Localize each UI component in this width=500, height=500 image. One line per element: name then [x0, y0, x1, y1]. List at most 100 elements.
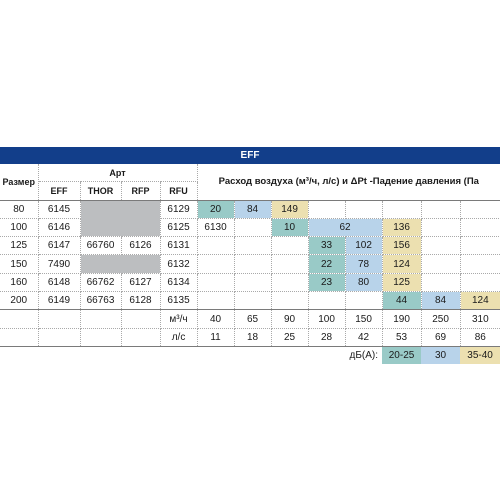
- empty-cell: [80, 309, 122, 329]
- noise-label: дБ(А):: [349, 350, 379, 362]
- empty-cell: [197, 273, 235, 293]
- table-row: 100 6146 6125 6130 10 62 136: [0, 218, 500, 238]
- empty-cell: [382, 200, 422, 219]
- eff-cell: 6145: [38, 200, 81, 219]
- noise-level: 35-40: [460, 346, 500, 365]
- size-cell: 125: [0, 236, 39, 256]
- noise-level: 20-25: [382, 346, 422, 365]
- table-row: 150 7490 6132 22 78 124: [0, 254, 500, 274]
- flow-m3h-cell: 40: [197, 309, 235, 329]
- empty-cell: [197, 291, 235, 311]
- empty-cell: [121, 309, 161, 329]
- pressure-cell: 23: [308, 273, 346, 293]
- empty-cell: [271, 273, 309, 293]
- empty-cell: [421, 273, 461, 293]
- empty-cell: [308, 346, 345, 364]
- empty-cell: [345, 291, 383, 311]
- pressure-cell: 124: [460, 291, 500, 311]
- empty-cell: [38, 328, 81, 347]
- art-col-rfp: RFP: [121, 181, 161, 201]
- thor-cell: 66762: [80, 273, 122, 293]
- empty-cell: [271, 346, 308, 364]
- rfp-cell: 6126: [121, 236, 161, 256]
- empty-cell: [80, 328, 122, 347]
- art-col-rfu: RFU: [160, 181, 198, 201]
- empty-cell: [421, 236, 461, 256]
- eff-cell: 6148: [38, 273, 81, 293]
- empty-cell: [308, 291, 346, 311]
- pressure-cell: 156: [382, 236, 422, 256]
- flow-m3h-cell: 100: [308, 309, 346, 329]
- pressure-cell: 124: [382, 254, 422, 274]
- flow-header: Расход воздуха (м³/ч, л/с) и ΔPt -Падени…: [197, 164, 500, 201]
- flow-ls-cell: 18: [234, 328, 272, 347]
- pressure-cell: 125: [382, 273, 422, 293]
- thor-cell: 66763: [80, 291, 122, 311]
- flow-ls-cell: 28: [308, 328, 346, 347]
- pressure-cell: 84: [234, 200, 272, 219]
- noise-level: 30: [421, 346, 461, 365]
- eff-cell: 6149: [38, 291, 81, 311]
- art-header: Арт: [38, 164, 198, 183]
- pressure-cell: 102: [345, 236, 383, 256]
- empty-cell: [197, 254, 235, 274]
- m3h-unit-label: м³/ч: [160, 309, 198, 329]
- header-row-2: EFF THOR RFP RFU: [0, 181, 500, 201]
- empty-cell: [460, 254, 500, 274]
- size-cell: 100: [0, 218, 39, 238]
- pressure-cell: 44: [382, 291, 422, 311]
- empty-cell: [0, 346, 38, 364]
- empty-cell: [271, 236, 309, 256]
- table-row: 125 6147 66760 6126 6131 33 102 156: [0, 236, 500, 256]
- flow-m3h-cell: 65: [234, 309, 272, 329]
- rfu-cell: 6135: [160, 291, 198, 311]
- table-title-bar: EFF: [0, 147, 500, 164]
- eff-cell: 6147: [38, 236, 81, 256]
- rfu-cell: 6129: [160, 200, 198, 219]
- flow-ls-cell: 53: [382, 328, 422, 347]
- flow-m3h-cell: 250: [421, 309, 461, 329]
- airflow-table: Размер Арт Расход воздуха (м³/ч, л/с) и …: [0, 164, 500, 365]
- eff-cell: 6146: [38, 218, 81, 238]
- flow-ls-cell: 69: [421, 328, 461, 347]
- empty-cell: [197, 236, 235, 256]
- flow-m3h-cell: 190: [382, 309, 422, 329]
- flow-ls-cell: 86: [460, 328, 500, 347]
- table-row: 160 6148 66762 6127 6134 23 80 125: [0, 273, 500, 293]
- size-cell: 200: [0, 291, 39, 311]
- size-cell: 80: [0, 200, 39, 219]
- empty-cell: [121, 328, 161, 347]
- header-row-1: Размер Арт Расход воздуха (м³/ч, л/с) и …: [0, 164, 500, 201]
- empty-cell: [0, 328, 39, 347]
- empty-cell: [121, 346, 160, 364]
- ls-unit-label: л/с: [160, 328, 198, 347]
- pressure-cell: 78: [345, 254, 383, 274]
- size-cell: 150: [0, 254, 39, 274]
- pressure-cell: 80: [345, 273, 383, 293]
- empty-cell: [421, 218, 461, 238]
- empty-cell: [308, 200, 346, 219]
- pressure-cell: 84: [421, 291, 461, 311]
- rfu-cell: 6134: [160, 273, 198, 293]
- pressure-cell: 62: [308, 218, 383, 238]
- empty-cell: [460, 200, 500, 219]
- empty-cell: [160, 346, 197, 364]
- rfp-cell: 6125: [160, 218, 198, 238]
- empty-cell: [271, 254, 309, 274]
- unavailable-cell: [80, 200, 161, 238]
- art-col-thor: THOR: [80, 181, 122, 201]
- flow-ls-cell: 11: [197, 328, 235, 347]
- empty-cell: [38, 346, 80, 364]
- pressure-cell: 20: [197, 200, 235, 219]
- flow-ls-row: л/с 11 18 25 28 42 53 69 86: [0, 328, 500, 347]
- rfp-cell: 6127: [121, 273, 161, 293]
- pressure-cell: 33: [308, 236, 346, 256]
- rfu-cell: 6130: [197, 218, 235, 238]
- table-row: 200 6149 66763 6128 6135 44 84 124: [0, 291, 500, 311]
- empty-cell: [345, 200, 383, 219]
- empty-cell: [234, 346, 271, 364]
- empty-cell: [421, 254, 461, 274]
- empty-cell: [234, 218, 272, 238]
- empty-cell: [234, 254, 272, 274]
